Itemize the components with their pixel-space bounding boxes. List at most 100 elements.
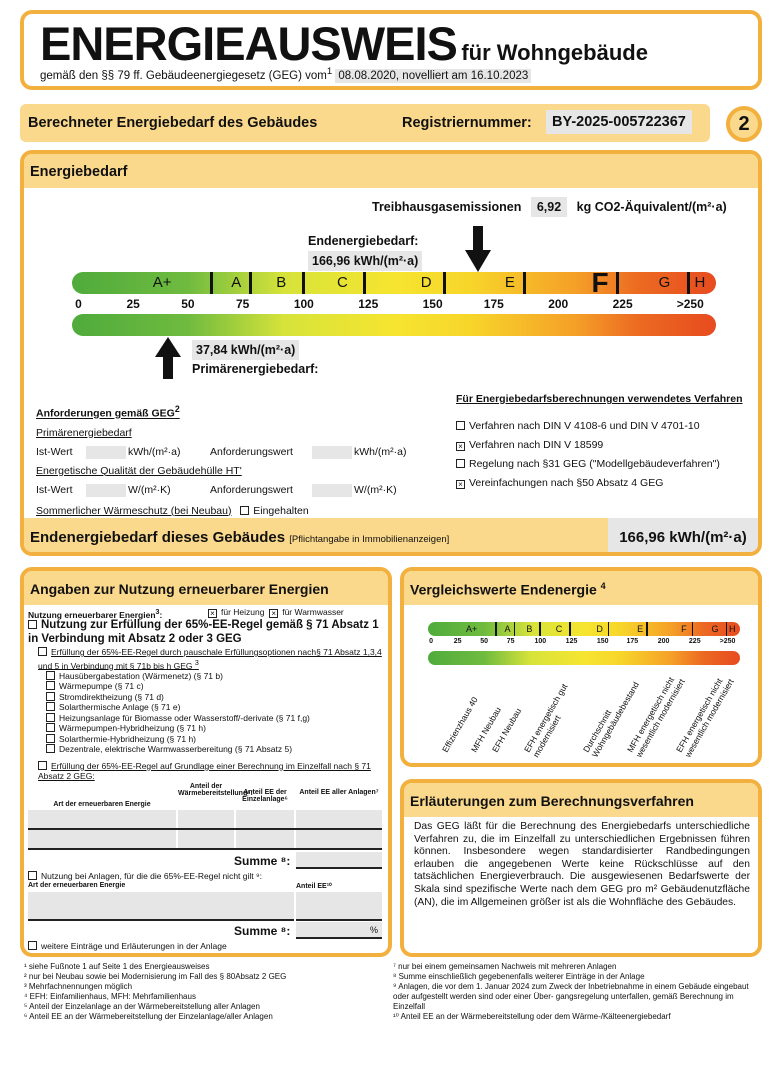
- energy-class-F: F: [591, 267, 609, 298]
- comparison-class-scale: A+ A B C D E F G H: [428, 622, 740, 636]
- method-checkbox[interactable]: ×: [456, 442, 465, 451]
- energy-title-bar: Energiebedarf: [24, 154, 758, 188]
- option-label: Stromdirektheizung (§ 71 d): [59, 691, 164, 702]
- option-checkbox[interactable]: [46, 691, 55, 701]
- class-divider: [363, 272, 367, 294]
- reg-number: BY-2025-005722367: [546, 110, 692, 134]
- water-checkbox[interactable]: ×: [269, 609, 279, 618]
- cell[interactable]: [236, 830, 294, 848]
- option-checkbox[interactable]: [46, 723, 55, 733]
- unit: W/(m²·K): [128, 483, 171, 496]
- other-title-row: Nutzung bei Anlagen, für die die 65%-EE-…: [28, 871, 388, 882]
- energy-class-A: A: [504, 624, 511, 634]
- tick-label: 225: [688, 638, 701, 645]
- comparison-sup: 4: [600, 581, 606, 591]
- footnote: ³ Mehrfachnennungen möglich: [24, 982, 133, 991]
- sum-field[interactable]: [296, 852, 382, 869]
- flat-checkbox[interactable]: [38, 647, 47, 656]
- scale-gradient-bar: [72, 314, 716, 336]
- cell[interactable]: [236, 810, 294, 828]
- method-item: × Vereinfachungen nach §50 Absatz 4 GEG: [456, 474, 756, 493]
- summer-checkbox[interactable]: [240, 505, 250, 515]
- cell[interactable]: [28, 830, 176, 848]
- cell[interactable]: [28, 810, 176, 828]
- tick-label: 100: [293, 297, 314, 311]
- tick-label: 150: [422, 297, 443, 311]
- energy-class-A+: A+: [152, 274, 172, 291]
- method-checkbox[interactable]: [456, 459, 465, 468]
- tick-label: 75: [235, 297, 250, 311]
- req-primary-row: Ist-Wert kWh/(m²·a) Anforderungswert kWh…: [36, 443, 446, 462]
- renewable-box: Angaben zur Nutzung erneuerbarer Energie…: [20, 567, 392, 957]
- water-label: für Warmwasser: [282, 607, 344, 617]
- reference-label: Effizienzhaus 40: [440, 695, 481, 754]
- flat-title: Erfüllung der 65%-EE-Regel durch pauscha…: [38, 647, 382, 671]
- cell[interactable]: [178, 810, 234, 828]
- other-sum-field[interactable]: %: [296, 922, 382, 939]
- tick-label: 150: [596, 638, 609, 645]
- energy-title: Energiebedarf: [30, 164, 128, 180]
- law-line: gemäß den §§ 79 ff. Gebäudeenergiegesetz…: [40, 66, 532, 83]
- method-checkbox[interactable]: [456, 421, 465, 430]
- end-energy-footer: Endenergiebedarf dieses Gebäudes [Pflich…: [24, 518, 758, 552]
- cell[interactable]: [296, 830, 382, 848]
- header-box: ENERGIEAUSWEIS für Wohngebäude gemäß den…: [20, 10, 762, 90]
- requirements: Anforderungen gemäß GEG2 Primärenergiebe…: [36, 400, 446, 521]
- option-item: Dezentrale, elektrische Warmwasserbereit…: [46, 744, 383, 755]
- calc-title: Erfüllung der 65%-EE-Regel auf Grundlage…: [38, 760, 371, 782]
- rule-checkbox[interactable]: [28, 620, 37, 629]
- ghg-row: Treibhausgasemissionen 6,92 kg CO2-Äquiv…: [372, 197, 727, 217]
- calc-checkbox[interactable]: [38, 760, 47, 770]
- rule-title-row: Nutzung zur Erfüllung der 65%-EE-Regel g…: [28, 618, 388, 646]
- energy-class-D: D: [596, 624, 603, 634]
- col-single: Anteil EE der Einzelanlage⁶: [242, 789, 288, 803]
- heating-label: für Heizung: [221, 607, 265, 617]
- tick-label: 0: [429, 638, 434, 645]
- eingehalten-label: Eingehalten: [253, 504, 309, 517]
- primary-energy-arrow-icon: [155, 337, 181, 379]
- usage-label: Nutzung erneuerbarer Energien: [28, 609, 156, 620]
- anf-value-field: [312, 445, 352, 459]
- method-label: Verfahren nach DIN V 4108-6 und DIN V 47…: [469, 420, 700, 432]
- method-checkbox[interactable]: ×: [456, 480, 465, 489]
- more-checkbox[interactable]: [28, 941, 37, 950]
- method-label: Regelung nach §31 GEG ("Modellgebäudever…: [469, 458, 720, 470]
- other-checkbox[interactable]: [28, 871, 37, 880]
- option-checkbox[interactable]: [46, 681, 55, 691]
- end-energy-arrow-icon: [465, 226, 491, 272]
- energy-class-B: B: [276, 274, 287, 291]
- heating-checkbox[interactable]: ×: [208, 609, 217, 618]
- class-divider: [513, 622, 516, 636]
- method-label: Vereinfachungen nach §50 Absatz 4 GEG: [469, 477, 664, 489]
- option-checkbox[interactable]: [46, 733, 55, 743]
- tick-label: >250: [719, 638, 736, 645]
- option-checkbox[interactable]: [46, 712, 55, 722]
- other-share-field[interactable]: [296, 892, 382, 921]
- tick-label: 125: [358, 297, 379, 311]
- ist-label: Ist-Wert: [36, 483, 73, 496]
- anf-value-field: [312, 483, 352, 497]
- class-divider: [691, 622, 694, 636]
- tick-label: 200: [657, 638, 670, 645]
- option-checkbox[interactable]: [46, 744, 55, 754]
- energy-class-D: D: [420, 274, 432, 291]
- methods-title: Für Energiebedarfsberechnungen verwendet…: [456, 393, 743, 405]
- energy-class-G: G: [711, 624, 719, 634]
- tick-label: 25: [126, 297, 140, 311]
- reg-label: Registriernummer:: [402, 115, 532, 131]
- other-art-field[interactable]: [28, 892, 294, 921]
- cell[interactable]: [296, 810, 382, 828]
- doc-title: ENERGIEAUSWEIS: [40, 17, 458, 70]
- option-checkbox[interactable]: [46, 670, 55, 680]
- cell[interactable]: [178, 830, 234, 848]
- ghg-label: Treibhausgasemissionen: [372, 200, 522, 214]
- req-primary-heading: Primärenergiebedarf: [36, 426, 132, 439]
- sum-label: Summe ⁸:: [234, 854, 291, 868]
- option-checkbox[interactable]: [46, 702, 55, 712]
- class-divider: [210, 272, 214, 294]
- ist-label: Ist-Wert: [36, 445, 73, 458]
- footnote: ⁶ Anteil EE an der Wärmebereitstellung d…: [24, 1012, 273, 1021]
- comparison-title-bar: Vergleichswerte Endenergie 4: [404, 571, 758, 605]
- col-all: Anteil EE aller Anlagen⁷: [299, 789, 379, 796]
- class-divider: [616, 272, 620, 294]
